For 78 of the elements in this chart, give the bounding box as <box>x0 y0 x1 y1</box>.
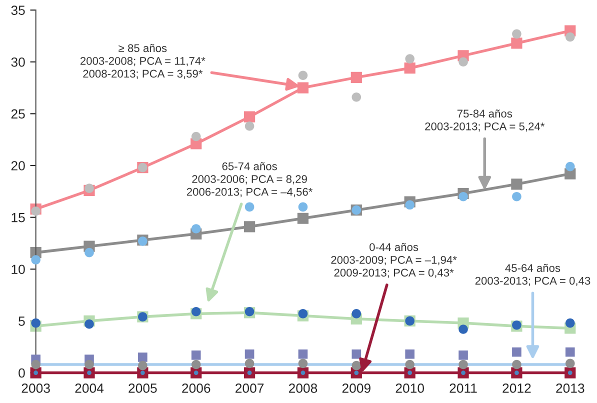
annotation: 75-84 años 2003-2013; PCA = 5,24* <box>425 109 545 132</box>
y-tick-label: 35 <box>11 6 25 15</box>
point <box>352 349 362 359</box>
point <box>298 358 308 368</box>
x-tick-label: 2012 <box>502 384 531 393</box>
point <box>405 54 414 64</box>
point <box>512 29 522 39</box>
point <box>405 200 414 210</box>
point <box>191 360 201 370</box>
annotation: 0-44 años 2003-2009; PCA = –1,94* 2009-2013; PCA = 0,43* <box>331 242 457 278</box>
point <box>511 38 522 49</box>
point <box>352 92 362 102</box>
point <box>458 192 468 202</box>
point <box>297 82 309 94</box>
point <box>458 57 468 67</box>
y-tick-label: 15 <box>12 213 25 222</box>
point <box>404 62 416 74</box>
x-tick-label: 2010 <box>396 384 424 393</box>
point <box>298 309 308 318</box>
point <box>191 350 201 360</box>
y-tick-label: 20 <box>11 161 25 170</box>
y-tick-label: 0 <box>18 368 25 378</box>
point <box>298 202 308 212</box>
point <box>352 309 362 318</box>
x-tick-label: 2008 <box>288 384 318 393</box>
point <box>31 318 40 328</box>
point <box>405 349 414 359</box>
point <box>84 184 94 193</box>
x-tick-label: 2003 <box>22 384 50 393</box>
point <box>565 318 575 328</box>
x-tick-label: 2007 <box>236 384 264 393</box>
annotation: 45-64 años 2003-2013; PCA = 0,43 <box>475 264 590 286</box>
point <box>458 360 468 370</box>
y-tick-label: 10 <box>12 264 25 274</box>
point <box>512 192 522 202</box>
point <box>512 347 522 357</box>
point <box>84 360 94 370</box>
point <box>565 358 575 368</box>
point <box>191 306 201 316</box>
point <box>191 132 201 142</box>
point <box>244 111 256 122</box>
point <box>565 32 575 42</box>
point <box>31 360 40 370</box>
point <box>84 248 94 258</box>
point <box>458 324 468 334</box>
x-tick-label: 2013 <box>556 384 584 393</box>
x-tick-label: 2005 <box>128 384 157 393</box>
y-tick-label: 5 <box>18 316 25 326</box>
point <box>565 347 575 357</box>
point <box>244 121 254 131</box>
point <box>191 224 201 234</box>
point <box>297 212 309 224</box>
y-tick-label: 25 <box>11 109 25 119</box>
point <box>244 202 254 212</box>
point <box>244 221 256 232</box>
point <box>31 206 40 216</box>
point <box>244 358 254 368</box>
point <box>458 350 468 360</box>
point <box>405 360 414 370</box>
point <box>350 72 362 83</box>
annotation: ≥ 85 años 2003-2008; PCA = 11,74* 2008-2013; PCA = 3,59* <box>80 44 206 79</box>
point <box>31 255 40 264</box>
point <box>138 352 148 362</box>
x-tick-label: 2009 <box>342 384 370 393</box>
point <box>84 319 94 329</box>
x-tick-label: 2011 <box>450 384 477 393</box>
point <box>138 360 148 370</box>
point <box>512 360 522 370</box>
x-tick-label: 2006 <box>182 384 210 393</box>
point <box>352 360 362 370</box>
point <box>244 349 254 359</box>
annotation: 65-74 años 2003-2006; PCA = 8,29 2006-2013; PCA = –4,56* <box>186 162 313 198</box>
point <box>565 162 575 172</box>
point <box>511 178 522 190</box>
point <box>298 349 308 359</box>
y-tick-label: 30 <box>11 57 25 67</box>
point <box>298 70 308 80</box>
x-tick-label: 2004 <box>75 384 104 393</box>
